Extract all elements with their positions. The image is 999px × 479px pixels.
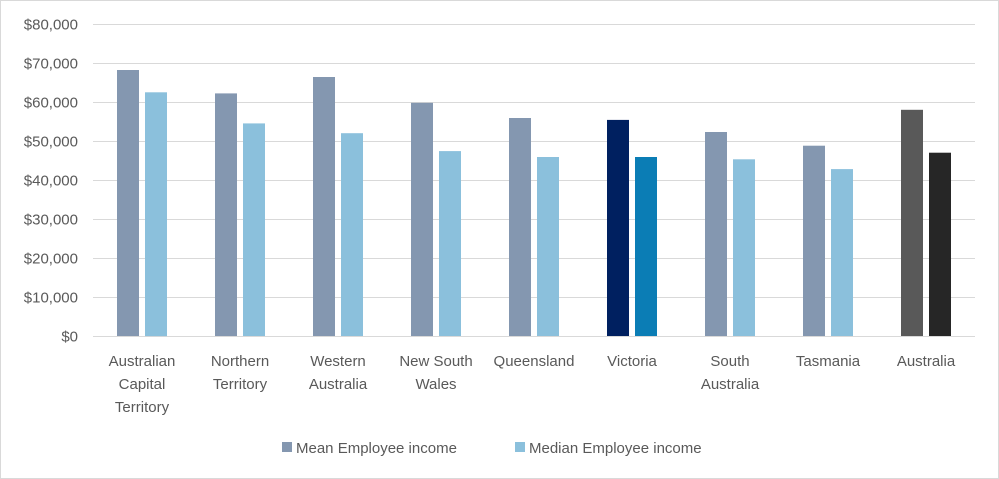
y-axis-tick-labels: $0 $10,000 $20,000 $30,000 $40,000 $50,000 $60…	[24, 17, 78, 346]
y-tick-label: $20,000	[24, 251, 78, 268]
x-tick-label: Queensland	[494, 353, 575, 370]
x-tick-label: Tasmania	[796, 353, 861, 370]
x-tick-label-line: South	[710, 353, 749, 370]
x-tick-label-line: Tasmania	[796, 353, 861, 370]
mean-income-bar	[313, 77, 335, 336]
y-tick-label: $70,000	[24, 56, 78, 73]
median-income-bar	[537, 157, 559, 336]
x-tick-label-line: Capital	[119, 376, 166, 393]
x-tick-label-line: Territory	[115, 399, 170, 416]
mean-income-bar	[901, 109, 923, 336]
y-tick-label: $50,000	[24, 134, 78, 151]
y-tick-label: $80,000	[24, 17, 78, 34]
median-income-bar	[929, 152, 951, 336]
mean-income-bar	[607, 119, 629, 337]
y-tick-label: $40,000	[24, 173, 78, 190]
median-income-bar	[145, 92, 167, 337]
legend: Mean Employee income Median Employee inco…	[282, 440, 702, 457]
x-tick-label: Australian Capital Territory	[109, 353, 176, 416]
x-axis-tick-labels: Australian Capital Territory Northern Territ…	[109, 353, 956, 416]
legend-swatch	[282, 442, 292, 452]
mean-income-bar	[215, 93, 237, 337]
median-income-bar	[243, 123, 265, 337]
x-tick-label-line: Australia	[309, 376, 368, 393]
x-tick-label-line: Australia	[897, 353, 956, 370]
mean-income-bar	[705, 132, 727, 336]
x-tick-label-line: Northern	[211, 353, 269, 370]
gridlines	[93, 24, 975, 337]
x-tick-label-line: Territory	[213, 376, 268, 393]
x-tick-label-line: Victoria	[607, 353, 657, 370]
y-tick-label: $10,000	[24, 290, 78, 307]
x-tick-label: Western Australia	[309, 353, 368, 393]
median-income-bar	[439, 151, 461, 336]
x-tick-label-line: Queensland	[494, 353, 575, 370]
median-income-bar	[831, 169, 853, 336]
median-income-bar	[341, 133, 363, 336]
x-tick-label-line: Wales	[415, 376, 456, 393]
y-tick-label: $60,000	[24, 95, 78, 112]
median-income-bar	[635, 157, 657, 336]
x-tick-label: Victoria	[607, 353, 657, 370]
median-income-bar	[733, 159, 755, 336]
x-tick-label-line: Australian	[109, 353, 176, 370]
y-tick-label: $30,000	[24, 212, 78, 229]
x-tick-label: Northern Territory	[211, 353, 269, 393]
x-tick-label: Australia	[897, 353, 956, 370]
mean-income-bar	[803, 145, 825, 336]
mean-income-bar	[117, 70, 139, 336]
mean-income-bar	[411, 102, 433, 336]
mean-income-bar	[509, 118, 531, 336]
y-tick-label: $0	[61, 329, 78, 346]
x-tick-label-line: New South	[399, 353, 472, 370]
x-tick-label-line: Western	[310, 353, 366, 370]
x-tick-label: New South Wales	[399, 353, 472, 393]
legend-label: Mean Employee income	[296, 440, 457, 457]
x-tick-label-line: Australia	[701, 376, 760, 393]
bars	[117, 70, 951, 337]
legend-label: Median Employee income	[529, 440, 702, 457]
x-tick-label: South Australia	[701, 353, 760, 393]
legend-swatch	[515, 442, 525, 452]
